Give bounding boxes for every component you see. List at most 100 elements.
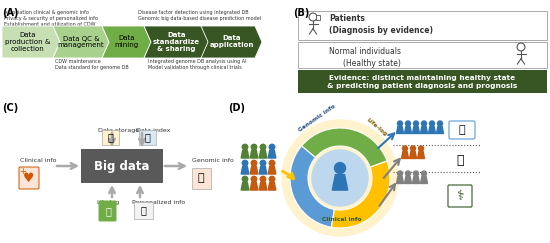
Polygon shape — [268, 182, 276, 190]
Circle shape — [405, 121, 410, 126]
FancyBboxPatch shape — [316, 15, 320, 20]
Polygon shape — [241, 166, 249, 174]
Text: Patients
(Diagnosis by evidence): Patients (Diagnosis by evidence) — [329, 14, 433, 35]
Polygon shape — [412, 127, 420, 133]
Polygon shape — [404, 127, 411, 133]
Circle shape — [251, 176, 257, 182]
Circle shape — [414, 121, 419, 126]
Circle shape — [334, 163, 345, 174]
Polygon shape — [404, 176, 411, 183]
Circle shape — [410, 146, 415, 151]
Text: Evidence: distinct maintaining healthy state
& predicting patient diagnosis and : Evidence: distinct maintaining healthy s… — [327, 75, 517, 89]
Polygon shape — [2, 26, 60, 58]
Polygon shape — [332, 175, 348, 190]
Text: Data index: Data index — [136, 128, 170, 133]
FancyBboxPatch shape — [81, 149, 163, 183]
Circle shape — [405, 171, 410, 176]
Polygon shape — [402, 151, 409, 158]
Text: Clinical info: Clinical info — [20, 158, 57, 163]
Polygon shape — [250, 150, 258, 158]
FancyBboxPatch shape — [139, 130, 156, 145]
Text: (D): (D) — [228, 103, 245, 113]
Circle shape — [421, 121, 426, 126]
Circle shape — [260, 176, 266, 182]
Circle shape — [419, 146, 424, 151]
Text: (A): (A) — [2, 8, 19, 18]
Polygon shape — [144, 26, 209, 58]
Text: Genomic info: Genomic info — [298, 104, 337, 133]
Circle shape — [282, 120, 398, 236]
Circle shape — [270, 160, 275, 166]
Circle shape — [312, 150, 368, 206]
Polygon shape — [259, 182, 267, 190]
FancyBboxPatch shape — [191, 167, 211, 189]
Polygon shape — [201, 26, 262, 58]
Circle shape — [398, 121, 403, 126]
Text: Clinical info: Clinical info — [322, 217, 361, 222]
FancyBboxPatch shape — [298, 70, 547, 94]
Circle shape — [251, 160, 257, 166]
Polygon shape — [421, 127, 427, 133]
Circle shape — [437, 121, 443, 126]
Text: Data QC &
management: Data QC & management — [58, 35, 104, 49]
Text: Life-log: Life-log — [366, 117, 388, 137]
Text: Data
mining: Data mining — [114, 35, 139, 49]
Polygon shape — [268, 150, 276, 158]
Circle shape — [421, 171, 426, 176]
FancyBboxPatch shape — [102, 130, 118, 145]
Text: CDW maintenance
Data standard for genome DB: CDW maintenance Data standard for genome… — [55, 59, 129, 70]
Polygon shape — [397, 127, 404, 133]
FancyBboxPatch shape — [134, 201, 152, 218]
FancyBboxPatch shape — [19, 167, 39, 189]
Polygon shape — [259, 150, 267, 158]
Text: 💉: 💉 — [456, 154, 464, 166]
Text: 📋: 📋 — [144, 132, 150, 142]
Text: Association clinical & genomic info
Privacy & security of personalized info
Esta: Association clinical & genomic info Priv… — [4, 10, 98, 27]
Wedge shape — [302, 128, 387, 167]
Text: Integrated genome DB analysis using AI
Model validation through clinical trials: Integrated genome DB analysis using AI M… — [148, 59, 246, 70]
Polygon shape — [53, 26, 109, 58]
Text: Data
standardize
& sharing: Data standardize & sharing — [153, 32, 200, 52]
Polygon shape — [417, 151, 425, 158]
Text: Life-log: Life-log — [96, 200, 119, 205]
Circle shape — [251, 144, 257, 150]
Text: Data storage: Data storage — [98, 128, 139, 133]
Polygon shape — [250, 182, 258, 190]
Polygon shape — [412, 176, 420, 183]
FancyBboxPatch shape — [298, 11, 547, 41]
Wedge shape — [331, 161, 390, 228]
Text: Genomic info: Genomic info — [192, 158, 234, 163]
Text: 💻: 💻 — [140, 205, 146, 215]
Polygon shape — [102, 26, 151, 58]
Circle shape — [242, 176, 248, 182]
Polygon shape — [241, 182, 249, 190]
Polygon shape — [410, 151, 416, 158]
Text: 🧬: 🧬 — [197, 173, 204, 183]
Text: Data
application: Data application — [210, 35, 254, 49]
Text: (C): (C) — [2, 103, 18, 113]
Text: 💊: 💊 — [459, 125, 465, 135]
Circle shape — [430, 121, 434, 126]
Polygon shape — [428, 127, 436, 133]
Circle shape — [260, 160, 266, 166]
Polygon shape — [259, 166, 267, 174]
Text: Big data: Big data — [94, 159, 150, 173]
Circle shape — [414, 171, 419, 176]
FancyBboxPatch shape — [449, 121, 475, 139]
Circle shape — [242, 160, 248, 166]
Text: ⌚: ⌚ — [105, 206, 111, 216]
Polygon shape — [268, 166, 276, 174]
FancyBboxPatch shape — [448, 185, 472, 207]
Polygon shape — [437, 127, 443, 133]
Polygon shape — [241, 150, 249, 158]
Text: Normal individuals
(Healthy state): Normal individuals (Healthy state) — [329, 47, 401, 68]
Text: (B): (B) — [293, 8, 309, 18]
Wedge shape — [290, 146, 334, 227]
Polygon shape — [250, 166, 258, 174]
Text: ⚕: ⚕ — [456, 189, 464, 203]
Polygon shape — [397, 176, 404, 183]
Text: Data
production &
collection: Data production & collection — [5, 32, 50, 52]
Circle shape — [270, 176, 275, 182]
FancyBboxPatch shape — [99, 201, 116, 221]
FancyBboxPatch shape — [298, 43, 547, 69]
